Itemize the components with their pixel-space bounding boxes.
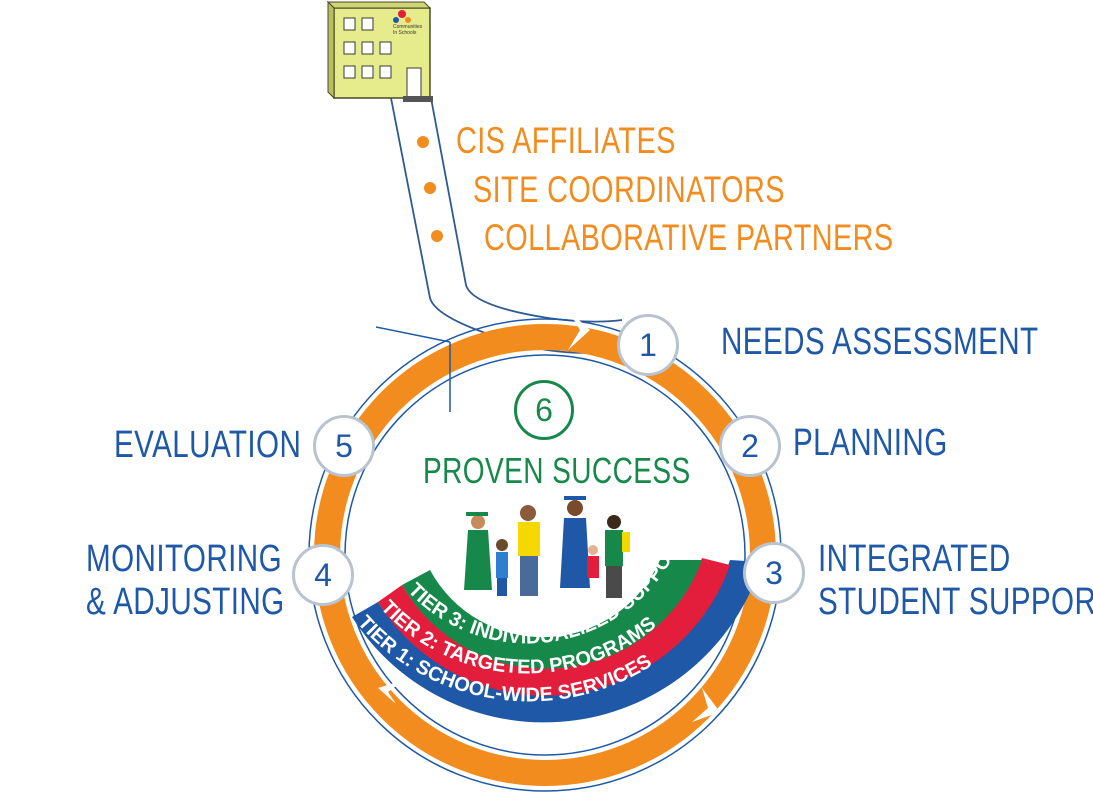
cis-affiliates-label: CIS AFFILIATES [456, 120, 676, 161]
site-coordinators-label: SITE COORDINATORS [473, 169, 785, 210]
tier-2-band [378, 558, 730, 696]
students-group-illustration [464, 496, 630, 598]
bullet-dot [431, 230, 443, 242]
collaborative-partners-label: COLLABORATIVE PARTNERS [484, 217, 894, 258]
step-5-circle: 5 [313, 415, 375, 477]
step-2-circle: 2 [719, 415, 781, 477]
path-bullets [417, 136, 443, 242]
tier-bands [352, 558, 762, 723]
step-1-circle: 1 [617, 314, 679, 376]
step-3-circle: 3 [743, 542, 805, 604]
school-building-icon [326, 0, 433, 102]
monitoring-label: MONITORING [86, 538, 283, 580]
proven-success-label: PROVEN SUCCESS [423, 450, 691, 491]
student-supports-label: STUDENT SUPPORTS [818, 581, 1093, 623]
building-sign-text: Communities In Schools [393, 24, 423, 36]
tier-1-band [352, 560, 762, 723]
adjusting-label: & ADJUSTING [86, 581, 285, 623]
integrated-label: INTEGRATED [818, 538, 1011, 580]
evaluation-label: EVALUATION [114, 424, 302, 466]
bullet-dot [417, 136, 429, 148]
tier-3-band [402, 560, 702, 669]
needs-assessment-label: NEEDS ASSESSMENT [721, 321, 1039, 363]
planning-label: PLANNING [793, 422, 948, 464]
bullet-dot [424, 182, 436, 194]
step-4-circle: 4 [292, 544, 354, 606]
step-6-circle: 6 [514, 380, 574, 440]
